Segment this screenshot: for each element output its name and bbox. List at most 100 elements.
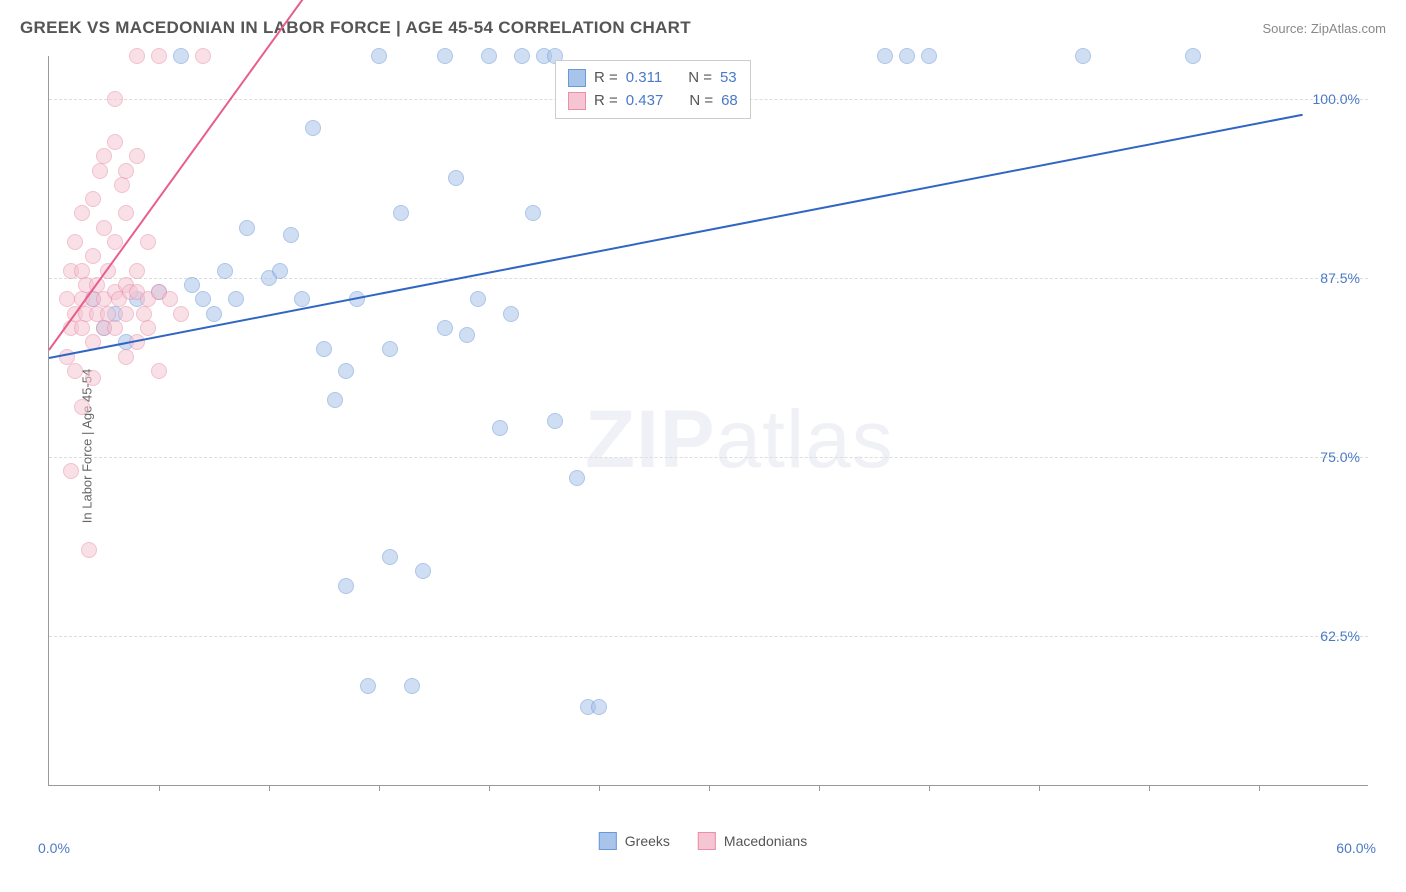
data-point: [140, 234, 156, 250]
y-tick-label: 62.5%: [1320, 628, 1360, 644]
data-point: [382, 341, 398, 357]
data-point: [59, 291, 75, 307]
data-point: [74, 205, 90, 221]
data-point: [74, 399, 90, 415]
y-tick-label: 87.5%: [1320, 270, 1360, 286]
data-point: [591, 699, 607, 715]
data-point: [81, 542, 97, 558]
data-point: [382, 549, 398, 565]
data-point: [217, 263, 233, 279]
data-point: [195, 48, 211, 64]
x-axis-min-label: 0.0%: [38, 840, 70, 856]
data-point: [514, 48, 530, 64]
watermark: ZIPatlas: [585, 392, 894, 486]
r-label: R =: [594, 90, 618, 113]
data-point: [437, 48, 453, 64]
data-point: [921, 48, 937, 64]
data-point: [1185, 48, 1201, 64]
r-label: R =: [594, 67, 618, 90]
y-tick-label: 75.0%: [1320, 449, 1360, 465]
data-point: [305, 120, 321, 136]
data-point: [547, 413, 563, 429]
data-point: [294, 291, 310, 307]
data-point: [118, 163, 134, 179]
legend-swatch: [698, 832, 716, 850]
data-point: [140, 320, 156, 336]
data-point: [129, 263, 145, 279]
x-tick: [159, 785, 160, 791]
data-point: [118, 205, 134, 221]
data-point: [107, 91, 123, 107]
n-value: 68: [721, 90, 738, 113]
data-point: [195, 291, 211, 307]
legend-row: R = 0.437 N = 68: [568, 90, 738, 113]
data-point: [67, 234, 83, 250]
data-point: [118, 306, 134, 322]
chart-container: GREEK VS MACEDONIAN IN LABOR FORCE | AGE…: [0, 0, 1406, 892]
legend-label: Greeks: [625, 833, 670, 849]
x-tick: [1149, 785, 1150, 791]
x-tick: [929, 785, 930, 791]
data-point: [899, 48, 915, 64]
data-point: [129, 148, 145, 164]
data-point: [173, 48, 189, 64]
x-tick: [1259, 785, 1260, 791]
data-point: [393, 205, 409, 221]
legend-top: R =0.311N =53R =0.437N =68: [555, 60, 751, 119]
data-point: [67, 363, 83, 379]
legend-row: R =0.311N =53: [568, 67, 738, 90]
data-point: [63, 463, 79, 479]
x-tick: [819, 785, 820, 791]
data-point: [272, 263, 288, 279]
source-label: Source: ZipAtlas.com: [1262, 21, 1386, 36]
data-point: [525, 205, 541, 221]
y-tick-label: 100.0%: [1313, 91, 1360, 107]
data-point: [151, 48, 167, 64]
data-point: [206, 306, 222, 322]
data-point: [283, 227, 299, 243]
r-value: 0.311: [626, 67, 662, 90]
data-point: [85, 191, 101, 207]
data-point: [92, 163, 108, 179]
x-tick: [379, 785, 380, 791]
data-point: [371, 48, 387, 64]
watermark-atlas: atlas: [716, 393, 894, 484]
data-point: [470, 291, 486, 307]
data-point: [448, 170, 464, 186]
data-point: [338, 363, 354, 379]
data-point: [415, 563, 431, 579]
data-point: [459, 327, 475, 343]
n-label: N =: [689, 90, 713, 113]
x-tick: [269, 785, 270, 791]
data-point: [327, 392, 343, 408]
data-point: [96, 148, 112, 164]
data-point: [107, 134, 123, 150]
data-point: [151, 363, 167, 379]
grid-line: [49, 457, 1368, 458]
legend-bottom: Greeks Macedonians: [599, 832, 807, 850]
data-point: [74, 320, 90, 336]
x-axis-max-label: 60.0%: [1336, 840, 1376, 856]
x-tick: [489, 785, 490, 791]
x-tick: [1039, 785, 1040, 791]
x-tick: [599, 785, 600, 791]
plot-area: ZIPatlas 62.5% 75.0% 87.5% 100.0% R = 0.311 N …: [48, 56, 1368, 786]
data-point: [96, 220, 112, 236]
title-bar: GREEK VS MACEDONIAN IN LABOR FORCE | AGE…: [20, 18, 1386, 38]
legend-item: Macedonians: [698, 832, 807, 850]
data-point: [228, 291, 244, 307]
data-point: [877, 48, 893, 64]
data-point: [360, 678, 376, 694]
legend-label: Macedonians: [724, 833, 807, 849]
data-point: [404, 678, 420, 694]
data-point: [129, 48, 145, 64]
data-point: [316, 341, 332, 357]
x-tick: [709, 785, 710, 791]
legend-swatch: [568, 69, 586, 87]
data-point: [503, 306, 519, 322]
data-point: [481, 48, 497, 64]
data-point: [184, 277, 200, 293]
data-point: [85, 248, 101, 264]
grid-line: [49, 636, 1368, 637]
r-value: 0.437: [626, 90, 664, 113]
